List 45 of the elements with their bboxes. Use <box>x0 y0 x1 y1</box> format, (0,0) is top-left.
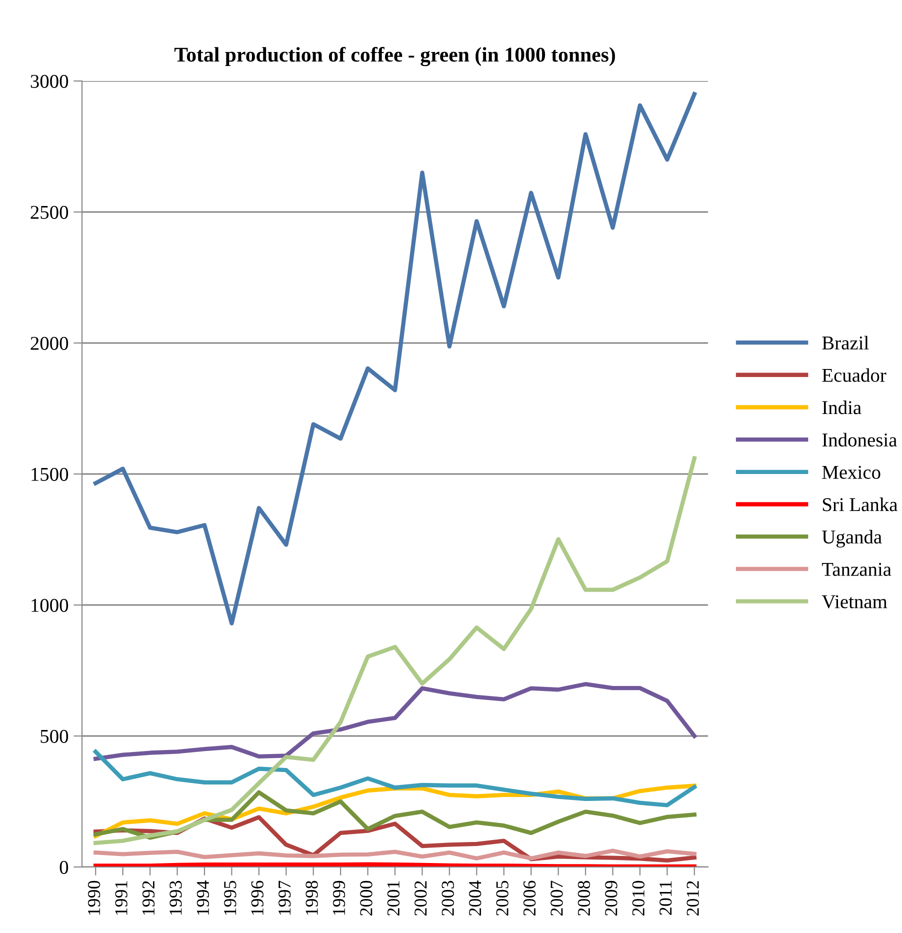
x-tick-label: 2011 <box>660 881 672 915</box>
y-tick-label: 2500 <box>30 206 68 219</box>
legend-label: Uganda <box>822 530 882 548</box>
x-tick-label: 1993 <box>170 880 182 915</box>
x-tick-label: 1992 <box>142 881 155 915</box>
y-tick-label: 1000 <box>32 598 68 612</box>
x-tick-label: 2005 <box>496 880 508 916</box>
legend-label: Mexico <box>822 466 880 479</box>
line-series <box>94 92 696 626</box>
chart-title: Total production of coffee - green (in 1000 tonnes) <box>174 46 615 66</box>
y-tick-label: 1500 <box>32 468 68 481</box>
x-tick-label: 2003 <box>442 880 454 916</box>
x-tick-label: 1990 <box>88 880 100 915</box>
x-tick-label: 1994 <box>196 880 209 915</box>
legend-label: Indonesia <box>822 432 897 447</box>
x-tick-label: 1991 <box>115 881 128 915</box>
line-series <box>94 682 696 761</box>
x-tick-label: 2007 <box>550 880 563 916</box>
x-tick-label: 1996 <box>251 880 264 915</box>
y-tick-label: 3000 <box>30 74 68 88</box>
legend-label: Sri Lanka <box>822 498 898 512</box>
legend-label: India <box>822 400 862 414</box>
y-tick-label: 2000 <box>30 336 68 350</box>
y-tick-label: 500 <box>40 730 68 743</box>
x-tick-label: 2001 <box>387 881 400 916</box>
x-tick-label: 2010 <box>632 880 644 916</box>
y-tick-label: 0 <box>60 860 68 874</box>
x-tick-label: 2009 <box>605 880 618 916</box>
x-tick-label: 2002 <box>414 881 427 916</box>
x-tick-label: 2008 <box>578 880 590 916</box>
x-tick-label: 1999 <box>332 880 346 915</box>
x-tick-label: 1995 <box>224 880 236 915</box>
x-tick-label: 2012 <box>686 881 699 916</box>
x-tick-label: 2006 <box>523 880 536 916</box>
x-tick-label: 1997 <box>278 880 291 915</box>
x-tick-label: 1998 <box>306 880 318 915</box>
legend-label: Vietnam <box>822 595 888 608</box>
line-series <box>94 848 696 860</box>
line-series <box>94 456 696 845</box>
legend-label: Tanzania <box>822 562 892 576</box>
x-tick-label: 2004 <box>468 880 482 916</box>
legend-label: Ecuador <box>822 368 886 382</box>
line-series <box>94 750 696 808</box>
x-tick-label: 2000 <box>360 880 372 916</box>
legend-label: Brazil <box>822 336 869 350</box>
